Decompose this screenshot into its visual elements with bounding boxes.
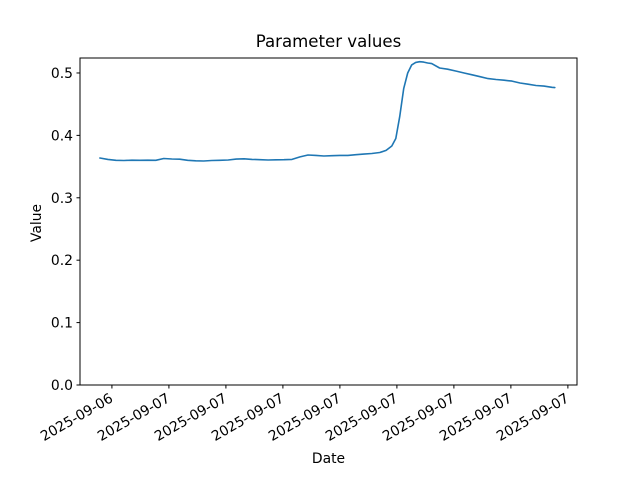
y-axis-label: Value [29,203,45,242]
y-tick-label: 0.3 [51,191,73,207]
y-tick-label: 0.1 [51,316,73,332]
y-tick-label: 0.5 [51,66,73,82]
series-line [99,60,556,162]
y-tick-label: 0.4 [51,128,73,144]
plot-area [79,57,578,386]
x-axis-label: Date [311,451,346,467]
chart-title: Parameter values [255,32,402,51]
y-tick-label: 0.0 [51,378,73,394]
y-tick-label: 0.2 [51,253,73,269]
